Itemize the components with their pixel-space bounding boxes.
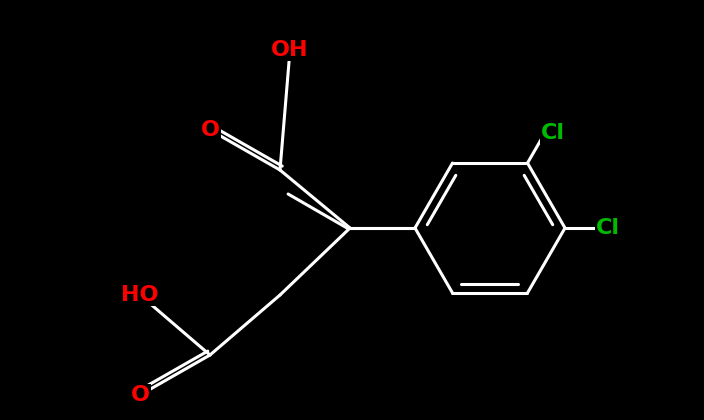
Text: Cl: Cl xyxy=(541,123,565,143)
Text: O: O xyxy=(201,120,220,140)
Text: Cl: Cl xyxy=(596,218,620,238)
Text: HO: HO xyxy=(121,285,158,305)
Text: O: O xyxy=(130,385,149,405)
Text: OH: OH xyxy=(271,40,309,60)
